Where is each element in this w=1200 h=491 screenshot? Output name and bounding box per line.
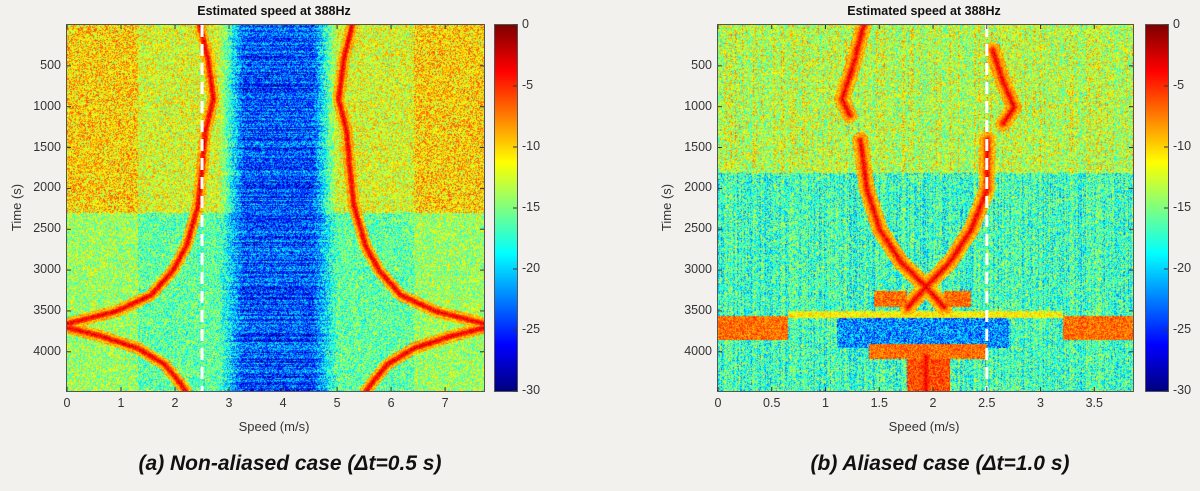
x-tick-label: 6: [387, 396, 395, 410]
axes-overlay: [717, 24, 1168, 392]
x-tick-label: 7: [441, 396, 449, 410]
x-tick-label: 5: [333, 396, 341, 410]
x-tick-label: 4: [279, 396, 287, 410]
y-tick-label: 1000: [33, 98, 61, 113]
colorbar-tick-label: -5: [1173, 78, 1185, 92]
y-tick-label: 2500: [33, 221, 61, 236]
colorbar-tick-label: -20: [522, 261, 541, 275]
colorbar-tick-label: -20: [1173, 261, 1192, 275]
colorbar-tick-label: -5: [522, 78, 534, 92]
x-tick-label: 3: [225, 396, 233, 410]
y-tick-label: 3000: [33, 262, 61, 277]
y-tick-label: 1000: [684, 98, 712, 113]
y-tick-label: 4000: [684, 343, 712, 358]
y-tick-label: 2000: [33, 180, 61, 195]
colorbar-tick-label: -15: [522, 200, 541, 214]
x-tick-label: 0: [63, 396, 71, 410]
colorbar-tick-label: 0: [1173, 17, 1180, 31]
y-tick-label: 3500: [684, 302, 712, 317]
y-tick-label: 1500: [33, 139, 61, 154]
y-tick-label: 2500: [684, 221, 712, 236]
colorbar-tick-label: -10: [522, 139, 541, 153]
x-axis-label: Speed (m/s): [888, 419, 960, 434]
panel-b: Estimated speed at 388Hz Time (s) Speed …: [600, 0, 1200, 491]
colorbar-tick-label: -25: [522, 322, 541, 336]
chart-title: Estimated speed at 388Hz: [847, 4, 1001, 18]
x-tick-label: 3: [1037, 396, 1045, 410]
x-tick-label: 3.5: [1085, 396, 1103, 410]
x-tick-label: 0: [714, 396, 722, 410]
x-tick-label: 2.5: [978, 396, 996, 410]
panel-a: Estimated speed at 388Hz Time (s) Speed …: [9, 4, 541, 475]
colorbar-tick-label: -30: [1173, 383, 1192, 397]
axes-overlay: [66, 24, 517, 392]
chart-title: Estimated speed at 388Hz: [197, 4, 351, 18]
colorbar-tick-label: -15: [1173, 200, 1192, 214]
y-tick-label: 500: [40, 57, 61, 72]
colorbar-tick-label: -10: [1173, 139, 1192, 153]
y-tick-label: 2000: [684, 180, 712, 195]
y-tick-label: 4000: [33, 343, 61, 358]
y-tick-label: 3000: [684, 262, 712, 277]
x-axis-label: Speed (m/s): [238, 419, 310, 434]
figure-caption: (a) Non-aliased case (Δt=0.5 s): [138, 452, 442, 475]
y-tick-label: 3500: [33, 302, 61, 317]
x-tick-label: 1: [117, 396, 125, 410]
x-tick-label: 2: [171, 396, 179, 410]
x-tick-label: 2: [929, 396, 937, 410]
heatmap-image: [717, 24, 1134, 392]
x-tick-label: 1.5: [870, 396, 888, 410]
colorbar-tick-label: 0: [522, 17, 529, 31]
colorbar: [1145, 24, 1169, 392]
y-tick-label: 500: [691, 57, 712, 72]
colorbar-tick-label: -30: [522, 383, 541, 397]
colorbar-tick-label: -25: [1173, 322, 1192, 336]
heatmap-image: [66, 24, 485, 392]
x-tick-label: 1: [822, 396, 829, 410]
figure-caption: (b) Aliased case (Δt=1.0 s): [810, 452, 1070, 475]
y-tick-label: 1500: [684, 139, 712, 154]
x-tick-label: 0.5: [763, 396, 781, 410]
